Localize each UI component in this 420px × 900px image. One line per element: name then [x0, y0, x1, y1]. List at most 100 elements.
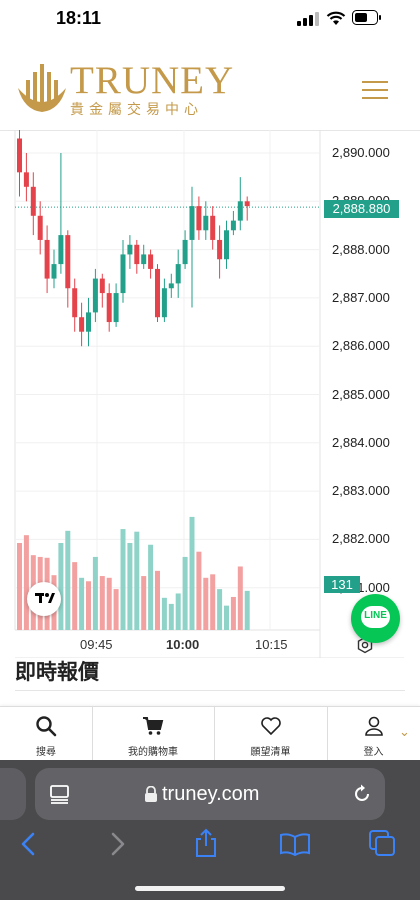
nav-login[interactable]: 登入: [327, 707, 420, 761]
status-bar: 18:11: [0, 0, 420, 44]
volume-bar: [217, 589, 223, 630]
menu-line-icon: [362, 81, 388, 83]
forward-icon[interactable]: [108, 832, 128, 856]
candle-body: [99, 278, 105, 294]
share-icon[interactable]: [193, 828, 219, 858]
time-tick-label: 09:45: [80, 637, 113, 652]
home-indicator: [135, 886, 285, 891]
candle-body: [196, 206, 202, 231]
candle-body: [224, 230, 229, 260]
candle-body: [203, 215, 209, 231]
site-header: [0, 44, 420, 131]
previous-tab-preview[interactable]: [0, 768, 26, 820]
volume-bar: [86, 581, 91, 630]
candle-body: [17, 138, 22, 173]
volume-bar: [161, 597, 167, 630]
nav-login-label: 登入: [363, 747, 384, 758]
volume-bar: [182, 556, 188, 630]
candle-body: [30, 186, 36, 216]
menu-line-icon: [362, 89, 388, 91]
volume-bar: [148, 544, 154, 630]
nav-search-label: 搜尋: [36, 747, 56, 758]
line-bubble-icon: [361, 606, 390, 628]
volume-bar: [203, 577, 209, 630]
candle-body: [37, 215, 43, 240]
volume-bar: [189, 516, 195, 630]
candle-body: [23, 172, 29, 187]
volume-bar: [237, 566, 243, 630]
nav-wishlist[interactable]: 願望清單: [214, 707, 328, 761]
candle-body: [175, 264, 181, 284]
menu-line-icon: [362, 97, 388, 99]
price-tick-label: 2,890.000: [332, 145, 390, 160]
time-tick-label: 10:15: [255, 637, 288, 652]
candle-body: [230, 220, 236, 231]
volume-bar: [106, 577, 112, 630]
candle-body: [65, 235, 71, 289]
candle-body: [72, 288, 78, 318]
volume-bar: [23, 535, 29, 630]
volume-bar: [113, 589, 119, 630]
volume-bar: [210, 574, 216, 630]
search-icon: [36, 716, 57, 737]
price-tick-label: 2,886.000: [332, 338, 390, 354]
tab-overview-icon[interactable]: [50, 784, 70, 804]
candle-body: [148, 254, 154, 269]
volume-bar: [120, 529, 126, 630]
volume-bar: [17, 543, 22, 630]
volume-bar: [65, 530, 71, 630]
candle-body: [217, 239, 223, 260]
volume-badge: 131: [324, 576, 360, 593]
bottom-nav: 搜尋 我的購物車 願望清單 登入: [0, 706, 420, 761]
line-chat-label: LINE: [364, 610, 387, 621]
price-tick-label: 2,887.000: [332, 289, 390, 305]
back-icon[interactable]: [18, 832, 38, 856]
candle-body: [189, 206, 195, 240]
tabs-icon[interactable]: [368, 829, 398, 857]
line-chat-button[interactable]: LINE: [351, 594, 400, 643]
volume-bar: [99, 576, 105, 630]
candle-body: [113, 293, 119, 323]
battery-icon: [352, 10, 381, 25]
volume-bar: [72, 562, 78, 630]
nav-search[interactable]: 搜尋: [0, 707, 93, 761]
candle-body: [120, 254, 126, 294]
candle-body: [161, 288, 167, 318]
candle-body: [134, 244, 140, 265]
volume-bar: [141, 576, 147, 630]
section-title: 即時報價: [15, 661, 99, 684]
candle-body: [92, 278, 98, 313]
reload-icon[interactable]: [352, 784, 372, 804]
candle-body: [51, 264, 57, 279]
volume-bar: [155, 570, 160, 630]
volume-bar: [244, 590, 250, 630]
tradingview-logo-icon[interactable]: [27, 582, 61, 616]
wifi-icon: [326, 11, 346, 25]
address-bar[interactable]: [35, 768, 385, 820]
candle-body: [168, 283, 174, 289]
candle-body: [210, 215, 216, 240]
price-tick-label: 2,885.000: [332, 386, 390, 402]
candle-body: [44, 239, 50, 279]
volume-bar: [58, 543, 64, 630]
signal-icon: [297, 12, 319, 26]
candle-body: [79, 317, 85, 332]
candle-body: [127, 244, 133, 255]
chevron-down-icon[interactable]: ⌄: [399, 724, 410, 739]
cart-icon: [143, 717, 164, 735]
brand-name[interactable]: TRUNEY: [70, 59, 235, 102]
candle-body: [141, 254, 147, 265]
volume-bar: [175, 593, 181, 630]
truney-logo-icon[interactable]: [14, 62, 70, 114]
time-tick-label: 10:00: [166, 637, 200, 652]
bookmarks-icon[interactable]: [279, 832, 311, 856]
current-price-badge: 2,888.880: [324, 200, 399, 218]
user-icon: [364, 716, 383, 736]
brand-subtitle: 貴金屬交易中心: [70, 102, 203, 118]
price-tick-label: 2,884.000: [332, 434, 390, 450]
nav-wishlist-label: 願望清單: [250, 747, 291, 758]
volume-bar: [79, 577, 85, 630]
hamburger-menu-button[interactable]: [362, 79, 392, 101]
nav-cart[interactable]: 我的購物車: [92, 707, 215, 761]
url-text[interactable]: truney.com: [162, 783, 260, 805]
